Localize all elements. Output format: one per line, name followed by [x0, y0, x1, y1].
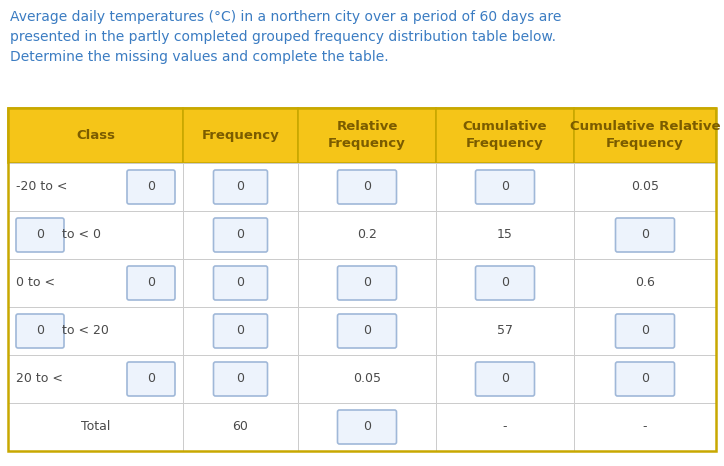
Text: Relative
Frequency: Relative Frequency — [328, 121, 406, 151]
Text: 0: 0 — [147, 276, 155, 289]
FancyBboxPatch shape — [16, 314, 64, 348]
Text: 0: 0 — [36, 228, 44, 241]
Bar — [574, 307, 716, 355]
Bar — [183, 259, 298, 307]
Text: 0: 0 — [641, 324, 649, 337]
FancyBboxPatch shape — [16, 218, 64, 252]
Text: to < 0: to < 0 — [62, 228, 101, 241]
Text: 0: 0 — [237, 276, 245, 289]
Text: Total: Total — [81, 420, 110, 433]
Text: Class: Class — [76, 129, 115, 142]
Text: 0: 0 — [237, 324, 245, 337]
Text: 0: 0 — [501, 372, 509, 385]
Text: 0: 0 — [147, 180, 155, 193]
Bar — [574, 163, 716, 211]
FancyBboxPatch shape — [615, 218, 675, 252]
FancyBboxPatch shape — [337, 314, 397, 348]
Text: 0: 0 — [641, 228, 649, 241]
Bar — [183, 163, 298, 211]
Text: -: - — [502, 420, 508, 433]
Text: 0: 0 — [501, 276, 509, 289]
FancyBboxPatch shape — [476, 170, 534, 204]
FancyBboxPatch shape — [127, 170, 175, 204]
Bar — [436, 211, 574, 259]
Bar — [574, 108, 716, 163]
FancyBboxPatch shape — [476, 266, 534, 300]
Text: 0: 0 — [501, 180, 509, 193]
Bar — [298, 355, 436, 403]
Text: Cumulative Relative
Frequency: Cumulative Relative Frequency — [570, 121, 720, 151]
FancyBboxPatch shape — [127, 362, 175, 396]
Bar — [574, 211, 716, 259]
Bar — [436, 259, 574, 307]
FancyBboxPatch shape — [214, 314, 267, 348]
Bar — [183, 355, 298, 403]
Text: 0.6: 0.6 — [635, 276, 655, 289]
Text: Average daily temperatures (°C) in a northern city over a period of 60 days are: Average daily temperatures (°C) in a nor… — [10, 10, 561, 24]
Text: Cumulative
Frequency: Cumulative Frequency — [463, 121, 547, 151]
Text: 0: 0 — [147, 372, 155, 385]
Bar — [183, 211, 298, 259]
Bar — [298, 259, 436, 307]
Text: 15: 15 — [497, 228, 513, 241]
FancyBboxPatch shape — [214, 218, 267, 252]
Text: 0: 0 — [641, 372, 649, 385]
Bar — [436, 355, 574, 403]
Bar — [298, 163, 436, 211]
FancyBboxPatch shape — [337, 266, 397, 300]
Bar — [8, 163, 183, 211]
Text: -20 to <: -20 to < — [16, 180, 67, 193]
Bar — [436, 163, 574, 211]
Text: 0.2: 0.2 — [357, 228, 377, 241]
Text: 0: 0 — [363, 420, 371, 433]
Bar — [298, 307, 436, 355]
Bar — [436, 403, 574, 451]
Bar — [183, 307, 298, 355]
Text: 0: 0 — [237, 180, 245, 193]
Text: 0: 0 — [237, 372, 245, 385]
Bar — [298, 211, 436, 259]
Bar — [574, 403, 716, 451]
Text: 0: 0 — [363, 324, 371, 337]
Text: Determine the missing values and complete the table.: Determine the missing values and complet… — [10, 50, 389, 64]
Text: 0.05: 0.05 — [631, 180, 659, 193]
Bar — [574, 259, 716, 307]
Text: 0: 0 — [36, 324, 44, 337]
Bar — [8, 307, 183, 355]
Bar — [8, 259, 183, 307]
Text: 0.05: 0.05 — [353, 372, 381, 385]
FancyBboxPatch shape — [214, 362, 267, 396]
Text: 20 to <: 20 to < — [16, 372, 63, 385]
Bar — [8, 108, 183, 163]
Text: to < 20: to < 20 — [62, 324, 109, 337]
Bar — [436, 108, 574, 163]
Bar — [8, 403, 183, 451]
Bar — [8, 211, 183, 259]
Bar — [183, 108, 298, 163]
FancyBboxPatch shape — [615, 362, 675, 396]
Bar — [8, 355, 183, 403]
Text: 0 to <: 0 to < — [16, 276, 55, 289]
Bar — [298, 403, 436, 451]
FancyBboxPatch shape — [127, 266, 175, 300]
FancyBboxPatch shape — [214, 266, 267, 300]
Text: presented in the partly completed grouped frequency distribution table below.: presented in the partly completed groupe… — [10, 30, 556, 44]
FancyBboxPatch shape — [337, 170, 397, 204]
Text: 57: 57 — [497, 324, 513, 337]
Bar — [8, 108, 716, 451]
Text: 0: 0 — [363, 180, 371, 193]
Text: Frequency: Frequency — [201, 129, 279, 142]
FancyBboxPatch shape — [476, 362, 534, 396]
FancyBboxPatch shape — [337, 410, 397, 444]
Text: -: - — [643, 420, 647, 433]
Bar — [183, 403, 298, 451]
Bar — [436, 307, 574, 355]
Text: 0: 0 — [363, 276, 371, 289]
FancyBboxPatch shape — [615, 314, 675, 348]
Bar — [298, 108, 436, 163]
Text: 0: 0 — [237, 228, 245, 241]
Bar — [574, 355, 716, 403]
FancyBboxPatch shape — [214, 170, 267, 204]
Text: 60: 60 — [232, 420, 248, 433]
